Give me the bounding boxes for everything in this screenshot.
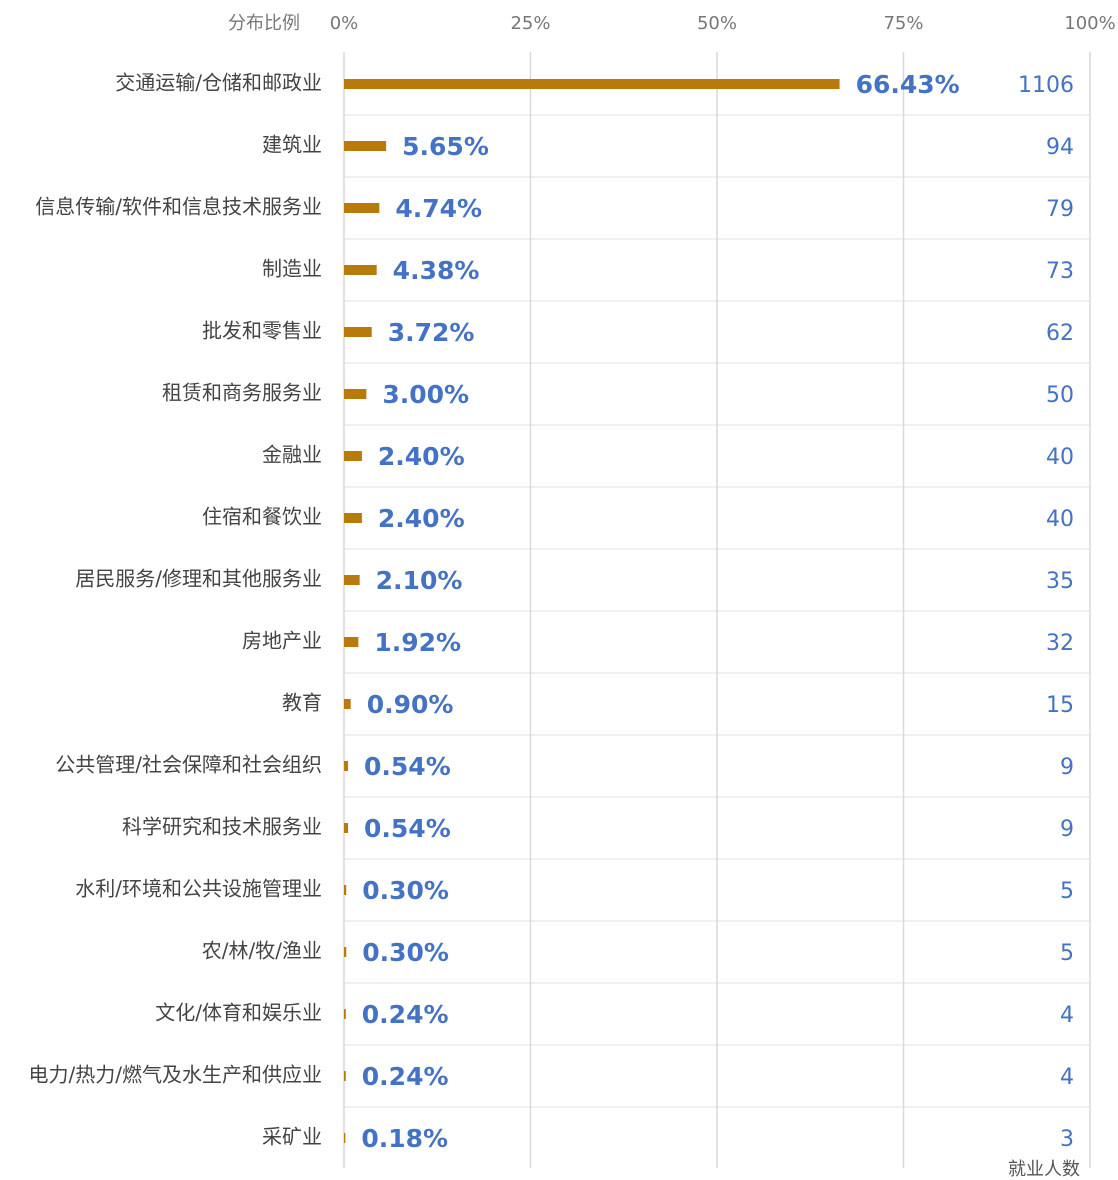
count-label: 32: [1046, 631, 1074, 656]
y-tick-label: 房地产业: [242, 629, 322, 653]
bar: [344, 513, 362, 523]
bar: [344, 575, 360, 585]
bar: [344, 451, 362, 461]
bar: [344, 823, 349, 833]
bar: [344, 1009, 346, 1019]
data-label: 4.38%: [393, 256, 480, 285]
count-label: 79: [1046, 197, 1074, 222]
data-label: 3.72%: [388, 318, 475, 347]
y-tick-label: 制造业: [262, 257, 322, 281]
count-label: 1106: [1018, 73, 1074, 98]
bar: [344, 947, 347, 957]
y-tick-label: 公共管理/社会保障和社会组织: [55, 753, 322, 777]
x-tick-label: 50%: [697, 13, 737, 34]
count-label: 5: [1060, 941, 1074, 966]
y-tick-label: 建筑业: [262, 133, 322, 157]
count-label: 73: [1046, 259, 1074, 284]
x-tick-label: 100%: [1064, 13, 1115, 34]
data-label: 66.43%: [856, 70, 960, 99]
count-label: 5: [1060, 879, 1074, 904]
x-tick-label: 0%: [330, 13, 359, 34]
data-label: 4.74%: [395, 194, 482, 223]
x-tick-label: 25%: [510, 13, 550, 34]
count-label: 15: [1046, 693, 1074, 718]
bar: [344, 79, 840, 89]
data-label: 0.54%: [364, 814, 451, 843]
count-label: 40: [1046, 445, 1074, 470]
y-tick-label: 交通运输/仓储和邮政业: [115, 71, 322, 95]
y-tick-label: 文化/体育和娱乐业: [155, 1001, 322, 1025]
y-tick-label: 金融业: [262, 443, 322, 467]
y-tick-label: 农/林/牧/渔业: [202, 939, 322, 963]
bar: [344, 637, 359, 647]
column-header: 就业人数: [1008, 1159, 1080, 1180]
y-tick-label: 科学研究和技术服务业: [122, 815, 322, 839]
data-label: 2.40%: [378, 504, 465, 533]
bar: [344, 885, 347, 895]
bar: [344, 1071, 346, 1081]
y-tick-label: 教育: [282, 691, 322, 715]
data-label: 2.10%: [376, 566, 463, 595]
bar: [344, 699, 351, 709]
data-label: 2.40%: [378, 442, 465, 471]
data-label: 0.30%: [362, 876, 449, 905]
x-tick-label: 75%: [883, 13, 923, 34]
data-label: 1.92%: [374, 628, 461, 657]
count-label: 9: [1060, 817, 1074, 842]
count-label: 4: [1060, 1003, 1074, 1028]
data-label: 0.18%: [361, 1124, 448, 1153]
data-label: 5.65%: [402, 132, 489, 161]
column-header: 分布比例: [228, 13, 300, 34]
bar: [344, 141, 387, 151]
data-label: 0.24%: [362, 1062, 449, 1091]
count-label: 40: [1046, 507, 1074, 532]
y-tick-label: 住宿和餐饮业: [202, 505, 322, 529]
count-label: 94: [1046, 135, 1074, 160]
count-label: 4: [1060, 1065, 1074, 1090]
count-label: 62: [1046, 321, 1074, 346]
bar: [344, 389, 367, 399]
y-tick-label: 批发和零售业: [202, 319, 322, 343]
data-label: 0.30%: [362, 938, 449, 967]
data-label: 0.90%: [367, 690, 454, 719]
data-label: 0.54%: [364, 752, 451, 781]
y-tick-label: 电力/热力/燃气及水生产和供应业: [29, 1063, 322, 1087]
count-label: 50: [1046, 383, 1074, 408]
data-label: 0.24%: [362, 1000, 449, 1029]
count-label: 9: [1060, 755, 1074, 780]
y-tick-label: 采矿业: [262, 1125, 322, 1149]
y-tick-label: 水利/环境和公共设施管理业: [75, 877, 322, 901]
bar: [344, 761, 349, 771]
bar: [344, 203, 380, 213]
bar: [344, 1133, 346, 1143]
data-label: 3.00%: [382, 380, 469, 409]
bar: [344, 265, 377, 275]
bar: [344, 327, 372, 337]
count-label: 3: [1060, 1127, 1074, 1152]
y-tick-label: 租赁和商务服务业: [162, 381, 322, 405]
y-tick-label: 信息传输/软件和信息技术服务业: [35, 195, 322, 219]
count-label: 35: [1046, 569, 1074, 594]
y-tick-label: 居民服务/修理和其他服务业: [75, 567, 322, 591]
